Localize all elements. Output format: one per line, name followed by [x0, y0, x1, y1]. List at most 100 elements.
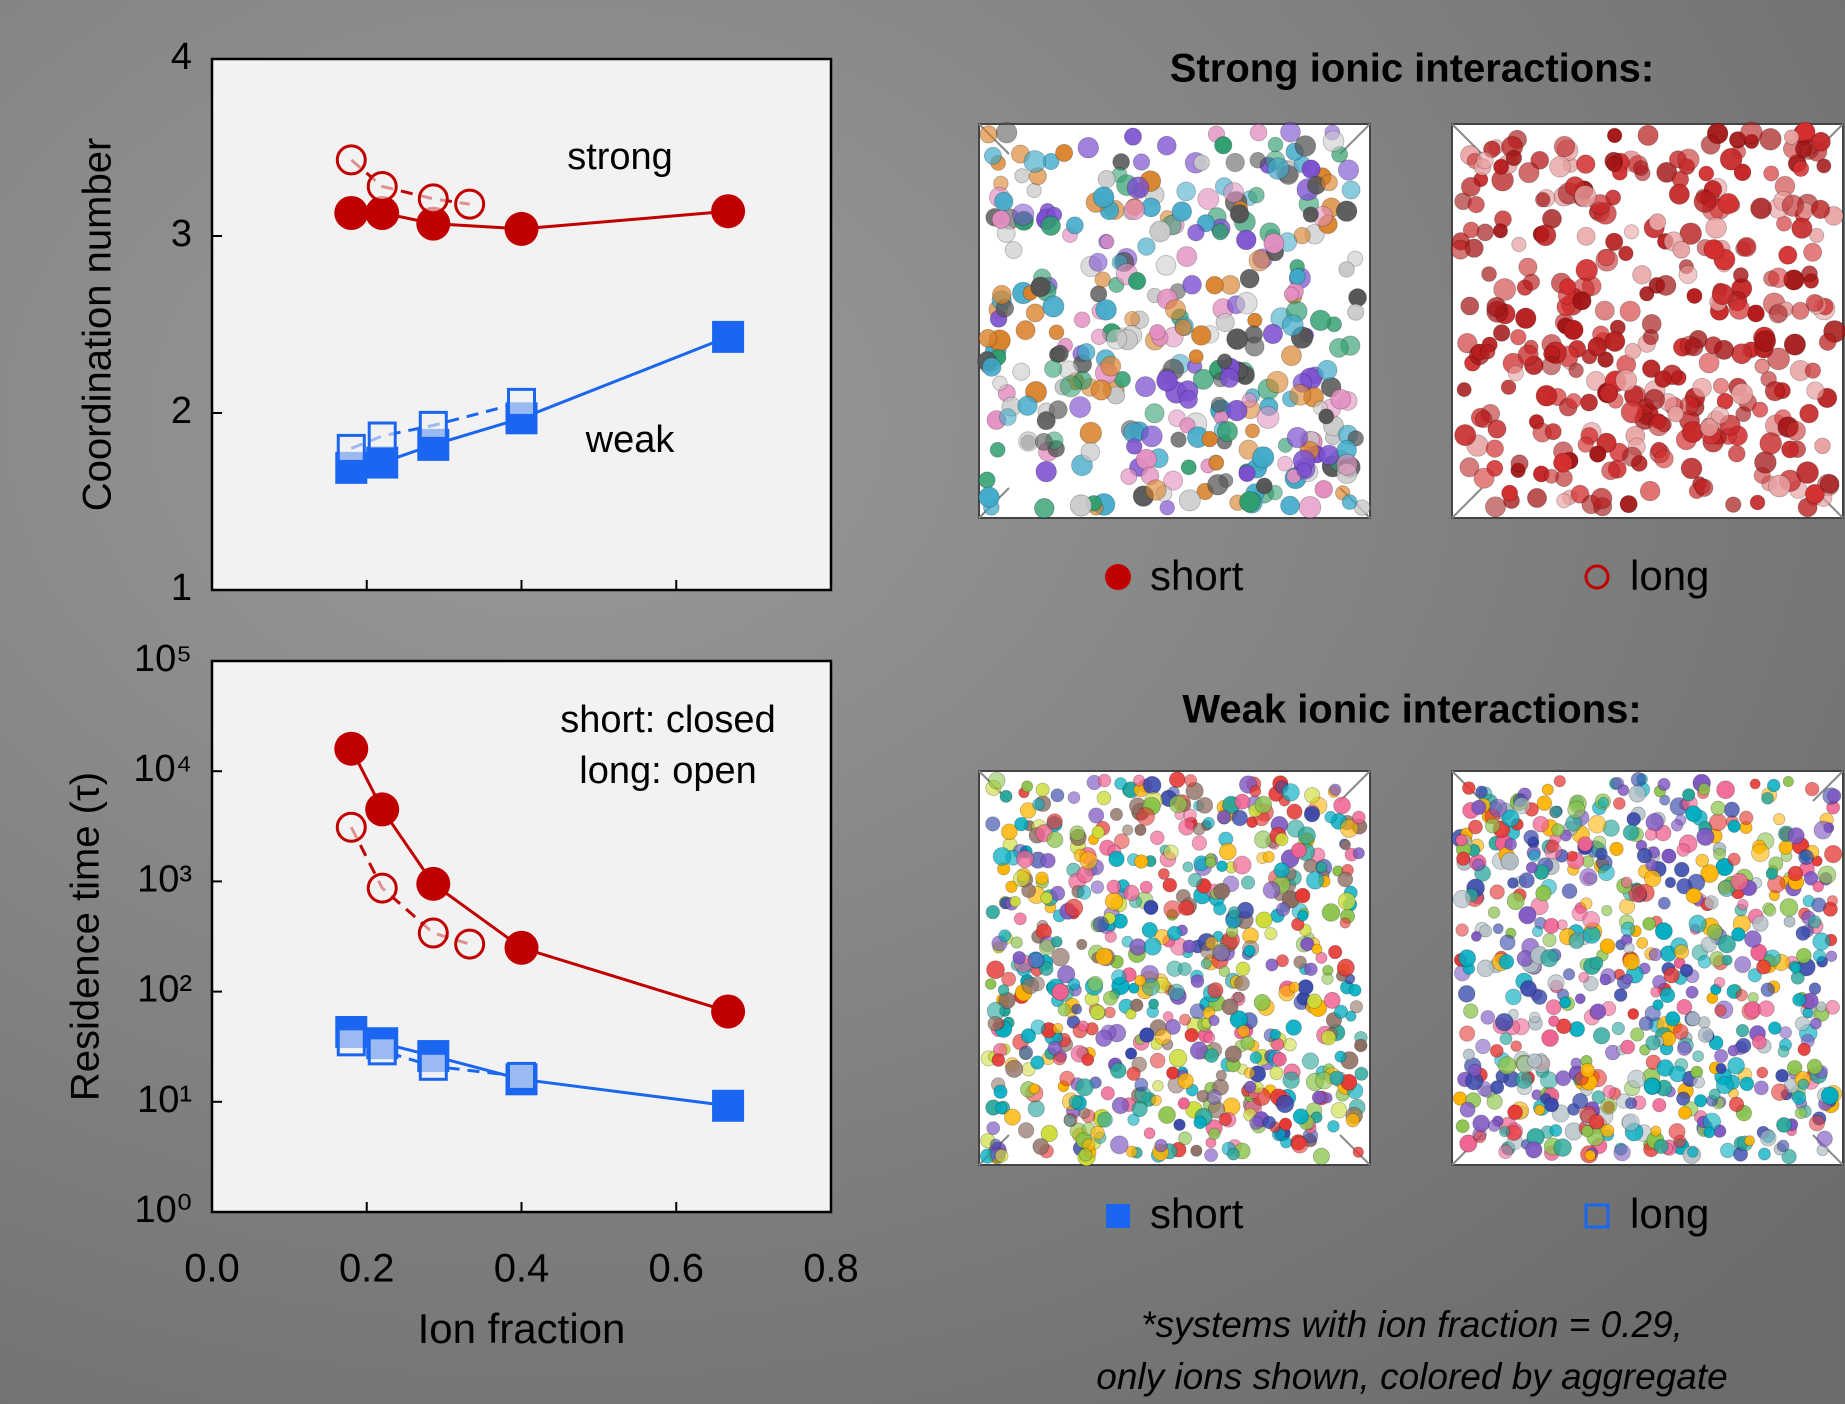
sphere: [1311, 943, 1323, 955]
legend-marker: [1584, 1203, 1610, 1229]
sphere: [1679, 395, 1699, 416]
sphere: [1026, 182, 1042, 199]
sphere: [1238, 464, 1256, 483]
sphere: [1051, 947, 1070, 967]
sphere: [1473, 467, 1495, 489]
sphere: [1050, 935, 1063, 948]
marker: [416, 866, 451, 901]
sphere: [1455, 923, 1469, 937]
sphere: [1207, 473, 1229, 496]
legend-marker: [1105, 564, 1131, 590]
y-tick-label: 3: [171, 213, 192, 255]
sphere: [1549, 156, 1571, 178]
sphere: [1004, 241, 1023, 259]
sphere: [1044, 359, 1063, 378]
sphere: [1235, 961, 1251, 977]
sphere: [1139, 1027, 1155, 1043]
y-tick-label: 10⁰: [134, 1189, 192, 1231]
sphere: [1211, 223, 1229, 241]
sphere: [1643, 388, 1666, 410]
sphere: [1005, 880, 1018, 893]
sphere: [1768, 304, 1788, 324]
sphere: [1030, 276, 1051, 298]
sphere: [1208, 454, 1225, 471]
sphere: [1311, 1090, 1326, 1105]
sphere: [1493, 278, 1517, 301]
sphere: [1655, 274, 1677, 296]
sphere: [1288, 981, 1300, 993]
sphere: [1069, 825, 1086, 842]
sphere: [1456, 851, 1471, 866]
sphere: [1293, 955, 1307, 969]
sphere: [1015, 320, 1036, 341]
sphere: [1249, 785, 1262, 798]
sphere: [1624, 1097, 1638, 1110]
sphere: [1735, 1037, 1752, 1054]
sphere: [1699, 418, 1719, 437]
sphere: [1592, 835, 1607, 850]
sphere: [1125, 1145, 1138, 1158]
sphere: [1679, 222, 1702, 245]
sphere: [1087, 975, 1104, 992]
sphere: [1249, 1116, 1264, 1130]
sphere: [1102, 990, 1118, 1006]
sphere: [1223, 182, 1245, 204]
sphere: [1097, 170, 1116, 189]
sphere: [1650, 1125, 1662, 1137]
sphere: [1776, 1139, 1790, 1153]
marker: [504, 211, 539, 246]
sphere: [1126, 176, 1150, 200]
sphere: [1162, 1011, 1174, 1023]
sphere: [1282, 1071, 1300, 1089]
sphere: [1553, 1138, 1572, 1157]
sphere: [1700, 864, 1719, 883]
sphere: [1204, 936, 1219, 950]
sphere: [1254, 795, 1273, 814]
sphere: [1272, 1051, 1287, 1067]
sphere: [1240, 875, 1256, 890]
legend-label: short: [1150, 1190, 1244, 1237]
sphere: [1183, 808, 1197, 823]
sphere: [1127, 1113, 1140, 1126]
sphere: [1286, 426, 1309, 449]
sphere: [1692, 1075, 1705, 1089]
sphere: [1263, 232, 1285, 254]
sphere: [1148, 998, 1160, 1010]
marker: [507, 387, 536, 417]
sphere: [1315, 861, 1328, 873]
sphere: [1306, 993, 1322, 1009]
sphere: [1589, 1003, 1607, 1020]
sphere: [1036, 411, 1056, 431]
sphere: [1232, 991, 1244, 1003]
sphere: [1297, 826, 1316, 845]
sphere: [994, 1148, 1009, 1163]
sphere: [1787, 865, 1804, 882]
sphere: [1626, 811, 1641, 827]
sphere: [1180, 459, 1197, 476]
sphere: [1289, 268, 1306, 285]
sphere: [1166, 925, 1182, 941]
sphere: [1215, 1069, 1227, 1082]
sphere: [1262, 323, 1283, 345]
sphere: [1688, 914, 1707, 934]
sphere: [1654, 449, 1674, 469]
sphere: [1622, 973, 1634, 985]
sphere: [1126, 1066, 1141, 1081]
sphere: [1636, 937, 1649, 949]
sphere: [1095, 1029, 1113, 1047]
sphere: [1506, 892, 1525, 911]
sphere: [1349, 1000, 1364, 1014]
sphere: [1792, 160, 1810, 177]
sphere: [1473, 1130, 1487, 1144]
x-tick-label: 0.0: [184, 1247, 240, 1291]
sphere: [1597, 351, 1614, 368]
sphere: [1580, 1062, 1595, 1078]
marker: [417, 183, 449, 215]
marker: [336, 433, 366, 463]
sphere: [1725, 496, 1742, 513]
sphere: [991, 1053, 1006, 1067]
sphere: [1092, 186, 1115, 209]
sphere: [1304, 962, 1318, 977]
sphere: [1267, 157, 1290, 180]
sphere: [1111, 1096, 1130, 1115]
